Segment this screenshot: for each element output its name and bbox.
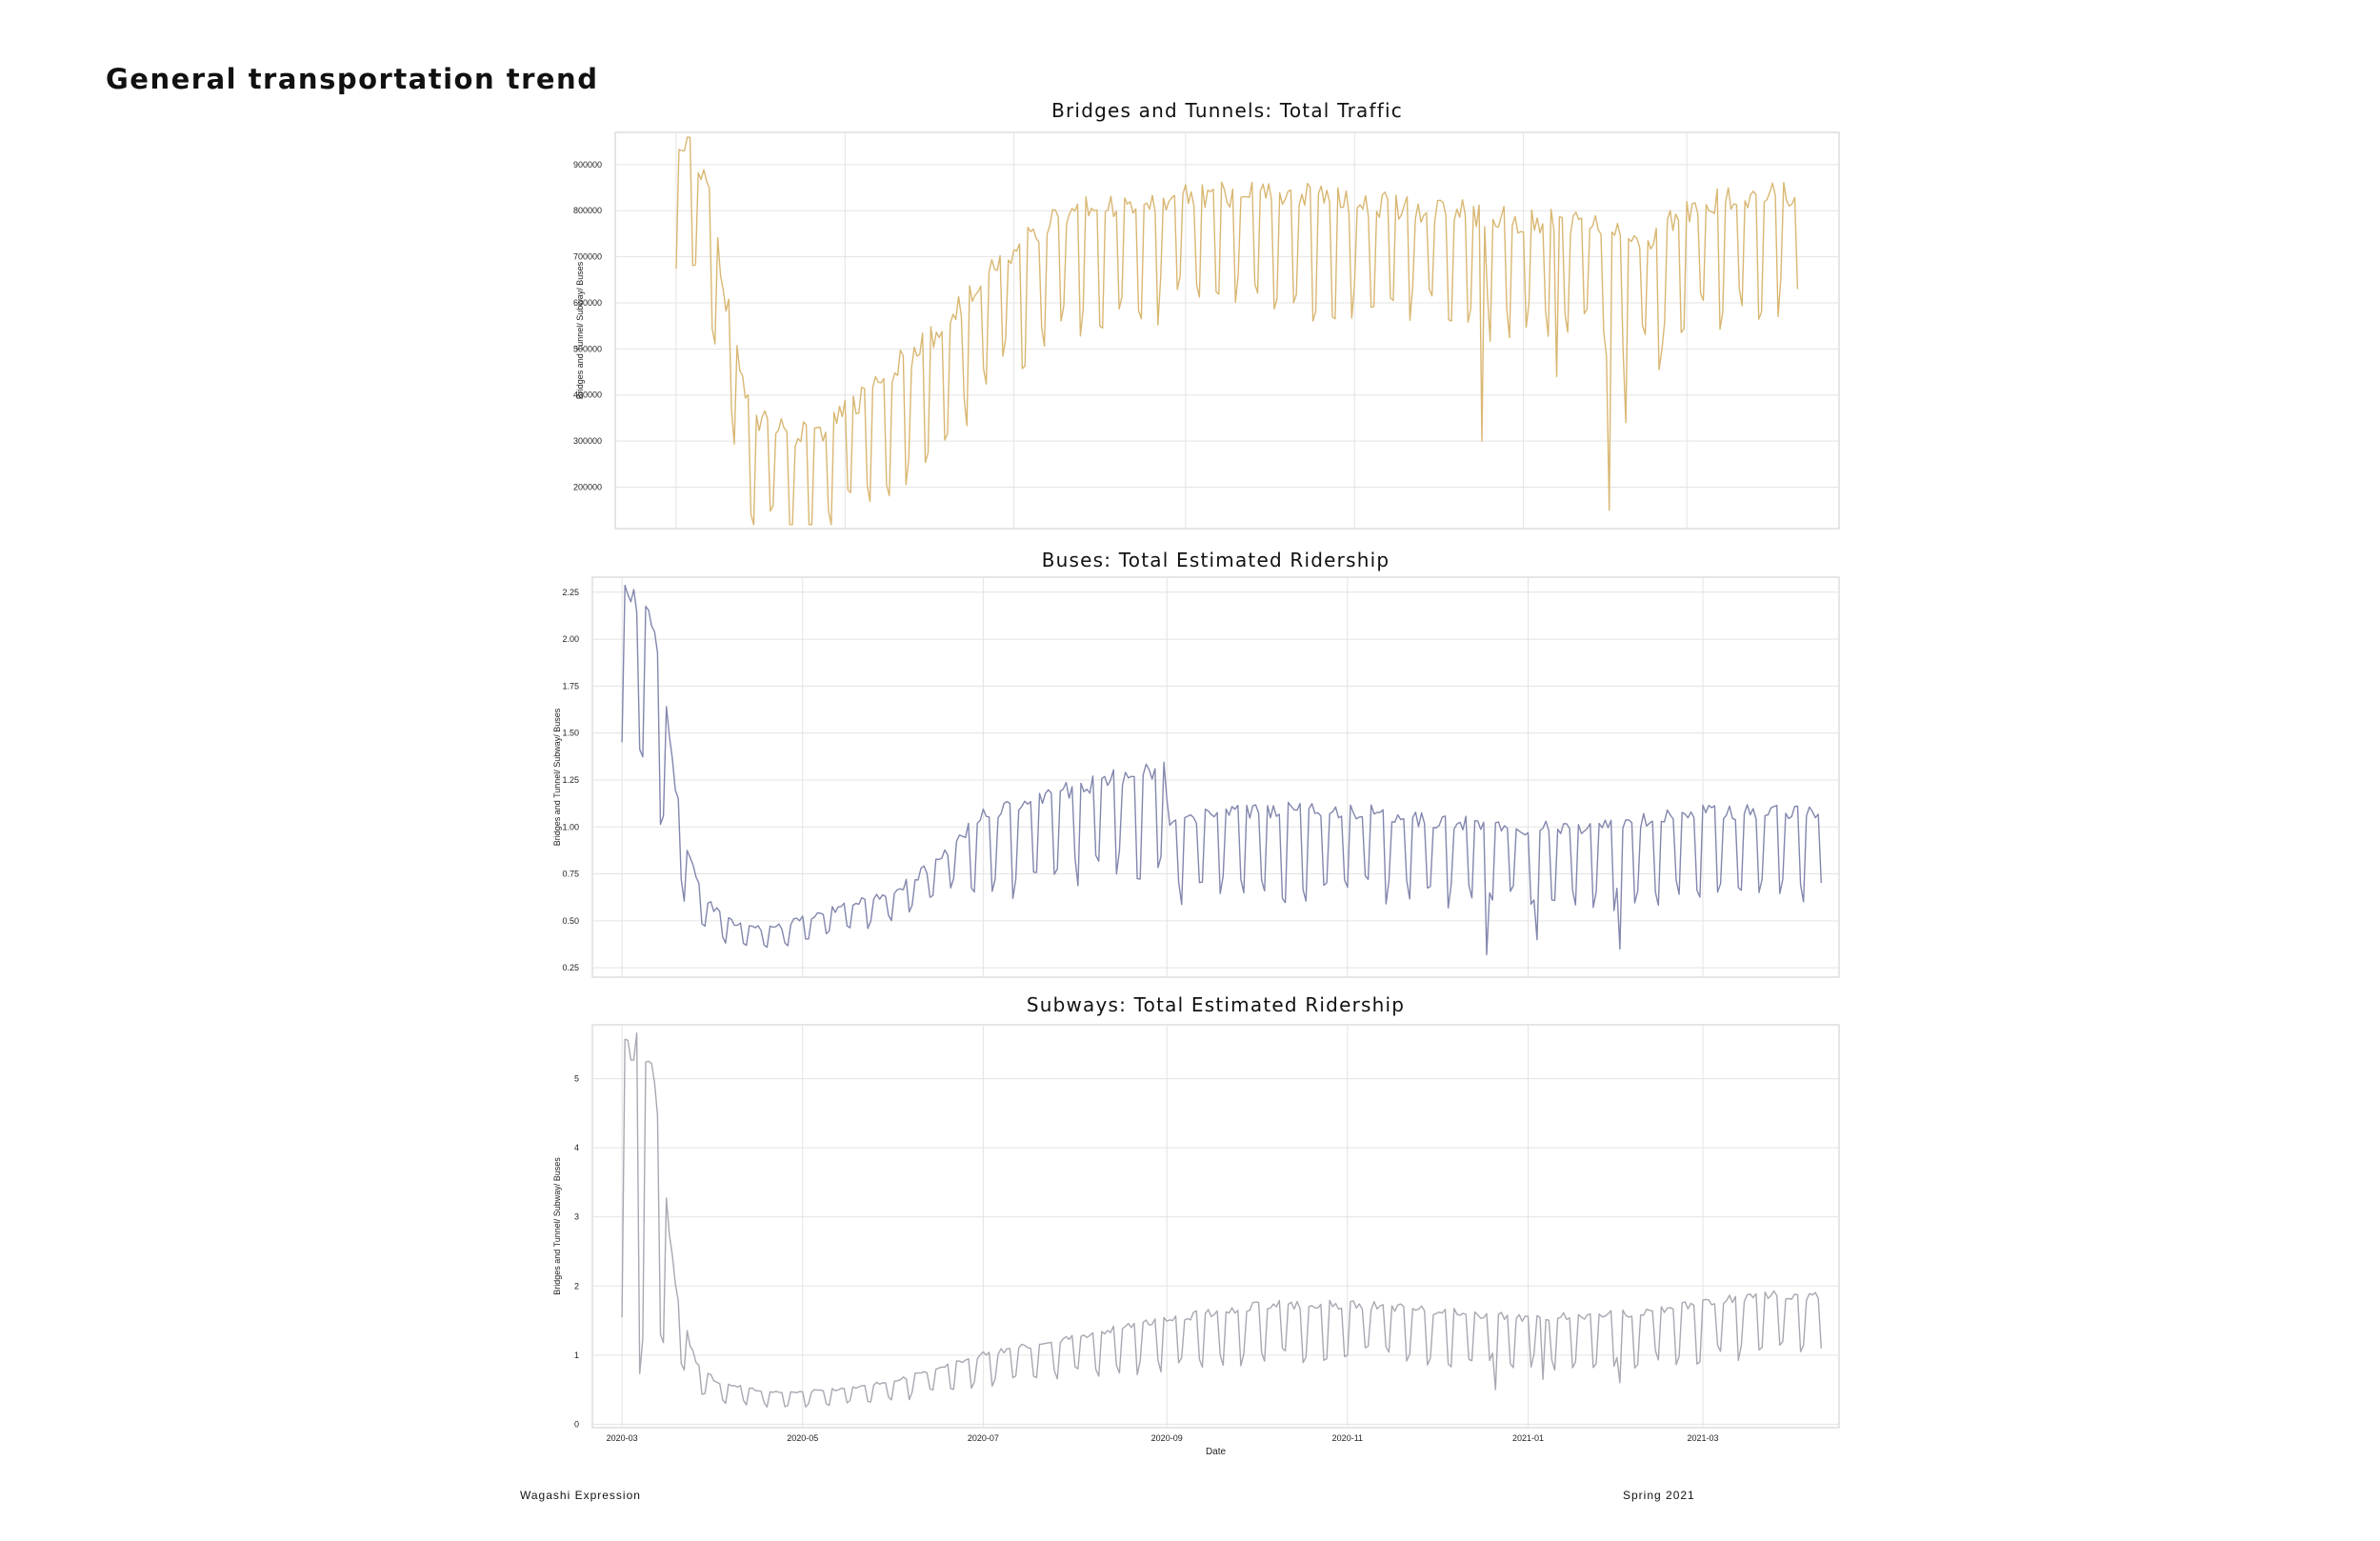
x-tick-label: 2020-11	[1332, 1433, 1363, 1443]
x-axis-label: Date	[1206, 1447, 1227, 1457]
series-line	[621, 1031, 1822, 1408]
chart-3: Subways: Total Estimated Ridership 0 1 2 3 4 5…	[552, 993, 1840, 1457]
y-axis-label: Bridges and Tunnel/ Subway/ Buses	[552, 1157, 562, 1295]
y-tick-label: 300000	[573, 436, 602, 446]
y-tick-label: 600000	[573, 298, 602, 308]
series-line	[675, 136, 1799, 526]
x-tick-label: 2020-03	[607, 1433, 638, 1443]
chart-title: Bridges and Tunnels: Total Traffic	[1051, 99, 1403, 122]
y-tick-label: 800000	[573, 206, 602, 215]
y-tick-label: 0.25	[562, 963, 579, 972]
plot-frame	[614, 131, 1840, 530]
y-tick-label: 700000	[573, 252, 602, 262]
y-tick-label: 400000	[573, 390, 602, 400]
y-tick-label: 500000	[573, 344, 602, 353]
chart-2: Buses: Total Estimated Ridership 0.25 0.50…	[552, 549, 1840, 978]
chart-1: Bridges and Tunnels: Total Traffic 200000…	[573, 99, 1840, 530]
x-tick-label: 2020-09	[1151, 1433, 1183, 1443]
y-tick-label: 1.25	[562, 775, 579, 785]
y-axis-label: Bridges and Tunnel/ Subway/ Buses	[552, 708, 562, 846]
footer-project-name: Wagashi Expression	[520, 1489, 641, 1502]
y-tick-label: 1.50	[562, 729, 579, 738]
y-tick-label: 2	[574, 1281, 579, 1291]
chart-title: Subways: Total Estimated Ridership	[1027, 993, 1405, 1016]
y-tick-label: 1.75	[562, 681, 579, 690]
y-tick-label: 2.00	[562, 634, 579, 644]
y-tick-label: 0.50	[562, 916, 579, 926]
y-tick-label: 200000	[573, 482, 602, 491]
x-tick-label: 2021-03	[1687, 1433, 1718, 1443]
y-tick-label: 0	[574, 1419, 579, 1429]
x-tick-label: 2021-01	[1512, 1433, 1544, 1443]
y-tick-label: 900000	[573, 160, 602, 170]
y-tick-label: 1	[574, 1351, 579, 1360]
x-tick-label: 2020-05	[787, 1433, 818, 1443]
plot-frame	[591, 1024, 1840, 1429]
chart-title: Buses: Total Estimated Ridership	[1042, 549, 1390, 571]
y-tick-label: 2.25	[562, 588, 579, 597]
y-tick-label: 3	[574, 1212, 579, 1222]
plot-frame	[591, 576, 1840, 978]
footer-semester: Spring 2021	[1623, 1489, 1695, 1502]
series-line	[621, 584, 1822, 955]
y-tick-label: 1.00	[562, 822, 579, 831]
y-tick-label: 4	[574, 1143, 579, 1152]
y-axis-label: Bridges and Tunnel/ Subway/ Buses	[575, 261, 585, 399]
y-tick-label: 5	[574, 1074, 579, 1084]
x-tick-label: 2020-07	[968, 1433, 999, 1443]
page-title: General transportation trend	[106, 63, 599, 95]
y-tick-label: 0.75	[562, 870, 579, 879]
